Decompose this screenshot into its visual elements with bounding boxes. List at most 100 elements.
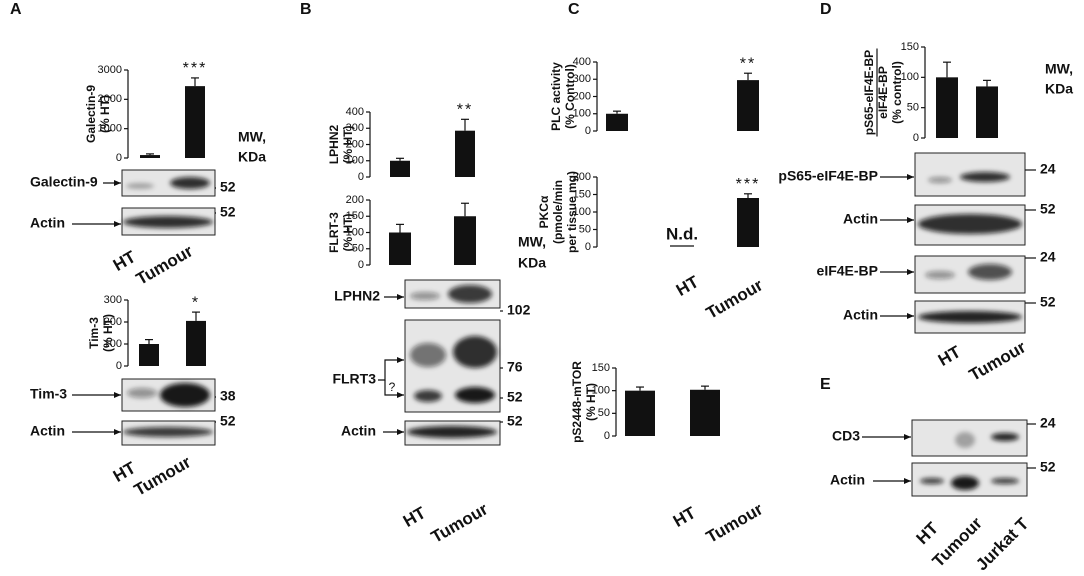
blot: [914, 204, 1026, 246]
blot: [914, 152, 1026, 197]
y-tick-label: 2000: [98, 93, 122, 105]
mw-value: 52: [220, 179, 236, 195]
y-axis-label: (pmole/min: [551, 180, 565, 244]
band: [410, 292, 440, 300]
band: [920, 478, 944, 484]
blot: [914, 300, 1026, 334]
y-tick-label: 400: [573, 56, 591, 68]
bar: [186, 320, 206, 366]
y-tick-label: 0: [604, 430, 610, 442]
band: [955, 432, 975, 448]
y-axis-label: (% HT): [341, 214, 355, 252]
band: [448, 285, 492, 303]
blot: [121, 207, 216, 236]
y-tick-label: 100: [346, 155, 364, 167]
mw-heading: KDa: [238, 149, 266, 165]
mw-value: 52: [507, 413, 523, 429]
band: [410, 343, 446, 367]
blot: [911, 462, 1028, 497]
y-axis-label: PKCα: [537, 195, 551, 228]
blot-label: eIF4E-BP: [817, 263, 878, 279]
band: [918, 214, 1022, 234]
y-tick-label: 50: [598, 407, 610, 419]
panel-letter: D: [820, 1, 832, 18]
blot: [404, 319, 501, 413]
band: [407, 426, 497, 438]
mw-value: 52: [1040, 201, 1056, 217]
band: [127, 388, 157, 398]
mw-value: 24: [1040, 415, 1056, 431]
mw-heading: MW,: [518, 234, 546, 250]
mw-heading: MW,: [1045, 61, 1073, 77]
y-axis-label: Galectin-9: [84, 85, 98, 143]
y-tick-label: 1000: [98, 123, 122, 135]
panel-letter: B: [300, 1, 312, 18]
blot-bands: [123, 427, 213, 437]
y-tick-label: 200: [573, 171, 591, 183]
y-tick-label: 0: [358, 259, 364, 271]
blot-label: LPHN2: [334, 288, 380, 304]
blot-label: Actin: [830, 472, 865, 488]
y-tick-label: 200: [104, 316, 122, 328]
blot-label: Actin: [341, 423, 376, 439]
y-axis-label: (% control): [890, 61, 904, 124]
y-tick-label: 150: [573, 188, 591, 200]
mw-value: 52: [1040, 294, 1056, 310]
blot: [404, 279, 501, 309]
mw-value: 38: [220, 388, 236, 404]
y-axis-label: LPHN2: [327, 125, 341, 165]
blot: [911, 419, 1028, 457]
y-axis-label: per tissue mg): [565, 171, 579, 253]
blot-bands: [407, 426, 497, 438]
y-tick-label: 100: [346, 226, 364, 238]
blot-label: Actin: [843, 211, 878, 227]
blot-bands: [123, 216, 213, 228]
y-tick-label: 300: [346, 122, 364, 134]
bar: [737, 198, 759, 247]
lane-label: HT: [673, 272, 703, 300]
blot-label: CD3: [832, 428, 860, 444]
y-tick-label: 50: [352, 243, 364, 255]
blot-label: Actin: [30, 215, 65, 231]
mw-value: 24: [1040, 161, 1056, 177]
blot-label: Galectin-9: [30, 174, 98, 190]
y-tick-label: 0: [585, 125, 591, 137]
blot-bands: [410, 336, 497, 403]
band: [925, 271, 955, 279]
band: [123, 427, 213, 437]
mw-value: 52: [220, 413, 236, 429]
y-tick-label: 300: [573, 73, 591, 85]
y-tick-label: 400: [346, 106, 364, 118]
y-tick-label: 100: [573, 206, 591, 218]
y-axis-label: eIF4E-BP: [876, 66, 890, 119]
band: [170, 177, 210, 189]
bar: [737, 80, 759, 131]
blot-label: FLRT3: [332, 371, 376, 387]
mw-value: 52: [1040, 459, 1056, 475]
mw-value: 24: [1040, 249, 1056, 265]
band: [960, 172, 1010, 182]
significance: ***: [736, 176, 761, 193]
blot: [914, 255, 1026, 294]
band: [123, 216, 213, 228]
blot: [404, 420, 501, 446]
bar: [389, 232, 411, 265]
blot-bands: [918, 214, 1022, 234]
lane-label: HT: [913, 518, 943, 548]
blot: [121, 378, 216, 412]
bar: [690, 389, 720, 436]
blot-label: Actin: [30, 423, 65, 439]
band: [991, 433, 1019, 441]
blot-label: pS65-eIF4E-BP: [778, 168, 878, 184]
y-tick-label: 3000: [98, 64, 122, 76]
lane-label: Tumour: [703, 499, 767, 547]
panel-letter: C: [568, 1, 580, 18]
blot-note: ?: [389, 380, 396, 394]
band: [968, 264, 1012, 280]
lane-label: Tumour: [966, 337, 1030, 385]
y-tick-label: 150: [592, 362, 610, 374]
blot-bands: [918, 311, 1022, 323]
y-tick-label: 0: [913, 132, 919, 144]
